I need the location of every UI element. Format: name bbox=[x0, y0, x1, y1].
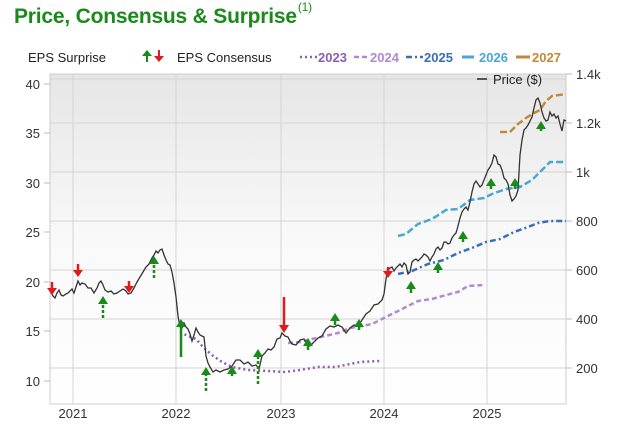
legend-2025: 2025 bbox=[424, 50, 453, 65]
right-tick-1400: 1.4k bbox=[576, 67, 601, 82]
left-tick-35: 35 bbox=[26, 126, 40, 141]
beat-arrow-icon bbox=[536, 121, 546, 131]
right-tick-800: 800 bbox=[576, 214, 598, 229]
beat-arrow-icon bbox=[98, 296, 108, 318]
beat-arrow-icon bbox=[227, 366, 237, 376]
legend-2023: 2023 bbox=[318, 50, 347, 65]
left-tick-10: 10 bbox=[26, 374, 40, 389]
beat-arrow-icon bbox=[176, 319, 186, 357]
left-tick-20: 20 bbox=[26, 275, 40, 290]
plot-area bbox=[49, 73, 567, 405]
miss-arrow-icon bbox=[124, 281, 134, 293]
footnote-marker: (1) bbox=[297, 0, 312, 14]
chart-title: Price, Consensus & Surprise(1) bbox=[14, 0, 312, 29]
legend-2026: 2026 bbox=[479, 50, 508, 65]
beat-arrow-icon bbox=[486, 178, 496, 189]
chart-title-text: Price, Consensus & Surprise bbox=[14, 5, 297, 28]
beat-arrow-icon bbox=[458, 231, 468, 242]
beat-arrow-icon bbox=[201, 367, 211, 391]
beat-arrow-icon bbox=[149, 256, 159, 278]
left-axis: 40 35 30 25 20 15 10 bbox=[26, 77, 50, 389]
beat-arrow-icon bbox=[354, 319, 364, 330]
beat-arrow-icon bbox=[253, 349, 263, 384]
price-legend-label: Price ($) bbox=[493, 72, 542, 87]
series-price bbox=[49, 96, 567, 373]
right-axis: 1.4k 1.2k 1k 800 600 400 200 bbox=[566, 67, 601, 376]
beat-arrow-icon bbox=[406, 281, 416, 293]
series-2026 bbox=[397, 160, 566, 238]
miss-arrow-icon bbox=[73, 264, 83, 277]
x-tick-2021: 2021 bbox=[59, 406, 88, 421]
right-tick-400: 400 bbox=[576, 312, 598, 327]
price-legend: Price ($) bbox=[477, 72, 542, 87]
legend-eps-consensus: EPS Consensus bbox=[177, 50, 272, 65]
legend-2024: 2024 bbox=[370, 50, 400, 65]
series-2025 bbox=[397, 219, 566, 276]
x-tick-2025: 2025 bbox=[473, 406, 502, 421]
series-2027 bbox=[500, 92, 567, 134]
right-tick-600: 600 bbox=[576, 263, 598, 278]
left-tick-15: 15 bbox=[26, 324, 40, 339]
right-tick-200: 200 bbox=[576, 361, 598, 376]
legend-2027: 2027 bbox=[532, 50, 561, 65]
miss-arrow-icon bbox=[154, 50, 164, 62]
beat-arrow-icon bbox=[330, 313, 340, 325]
x-tick-2022: 2022 bbox=[162, 406, 191, 421]
legend: EPS Surprise EPS Consensus 2023 2024 202… bbox=[28, 50, 561, 65]
legend-eps-surprise: EPS Surprise bbox=[28, 50, 106, 65]
left-tick-30: 30 bbox=[26, 176, 40, 191]
x-axis: 2021 2022 2023 2024 2025 bbox=[59, 406, 502, 421]
miss-arrow-icon bbox=[47, 282, 57, 295]
surprise-arrows bbox=[47, 121, 546, 391]
x-tick-2024: 2024 bbox=[370, 406, 399, 421]
series-2023 bbox=[179, 330, 381, 374]
miss-arrow-icon bbox=[279, 297, 289, 333]
right-tick-1200: 1.2k bbox=[576, 116, 601, 131]
beat-arrow-icon bbox=[510, 178, 520, 189]
right-tick-1000: 1k bbox=[576, 165, 590, 180]
left-tick-40: 40 bbox=[26, 77, 40, 92]
x-tick-2023: 2023 bbox=[267, 406, 296, 421]
beat-arrow-icon bbox=[142, 50, 152, 62]
beat-arrow-icon bbox=[433, 262, 443, 273]
beat-arrow-icon bbox=[303, 338, 313, 350]
left-tick-25: 25 bbox=[26, 225, 40, 240]
miss-arrow-icon bbox=[383, 267, 393, 278]
gridlines bbox=[50, 74, 566, 404]
